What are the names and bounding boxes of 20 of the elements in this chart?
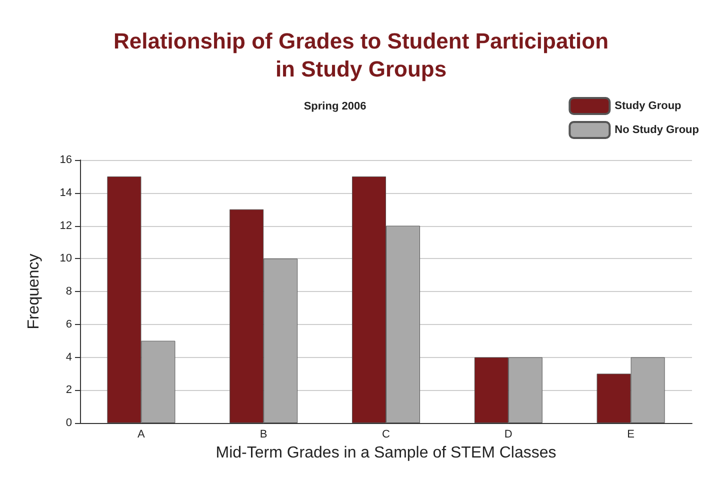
y-axis-title: Frequency xyxy=(26,254,42,330)
y-tick-label: 14 xyxy=(60,186,72,199)
y-tick-label: 16 xyxy=(60,154,72,166)
chart-subtitle: Spring 2006 xyxy=(304,100,366,112)
x-tick-label: B xyxy=(260,428,268,440)
legend-label: Study Group xyxy=(614,100,682,112)
y-tick-label: 0 xyxy=(66,417,72,429)
x-tick-label: D xyxy=(504,428,512,440)
y-tick-label: 2 xyxy=(66,384,72,396)
legend-label: No Study Group xyxy=(614,124,700,136)
y-tick-label: 8 xyxy=(66,286,72,298)
x-tick-label: A xyxy=(138,428,146,440)
x-tick-label: E xyxy=(627,428,634,440)
y-tick-label: 12 xyxy=(60,220,72,232)
y-tick-label: 4 xyxy=(66,351,72,364)
y-tick-label: 10 xyxy=(60,252,72,265)
x-tick-label: C xyxy=(382,428,390,440)
chart-title: Relationship of Grades to Student Participation in Study Groups xyxy=(113,28,609,82)
y-tick-label: 6 xyxy=(66,318,72,330)
x-axis-title: Mid-Term Grades in a Sample of STEM Classes xyxy=(216,444,556,462)
